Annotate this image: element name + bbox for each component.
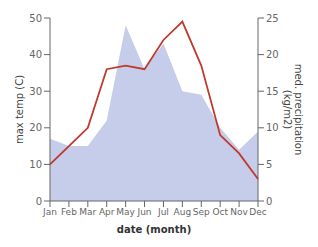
svg-text:0: 0 bbox=[266, 196, 272, 207]
svg-text:15: 15 bbox=[266, 86, 279, 97]
svg-text:May: May bbox=[116, 207, 135, 217]
svg-text:0: 0 bbox=[36, 196, 42, 207]
svg-text:Nov: Nov bbox=[230, 207, 248, 217]
svg-text:10: 10 bbox=[266, 122, 279, 133]
svg-text:max temp (C): max temp (C) bbox=[14, 75, 25, 144]
svg-text:40: 40 bbox=[29, 49, 42, 60]
svg-text:Jul: Jul bbox=[157, 207, 169, 217]
svg-text:Dec: Dec bbox=[249, 207, 266, 217]
svg-text:Oct: Oct bbox=[212, 207, 228, 217]
svg-text:10: 10 bbox=[29, 159, 42, 170]
svg-text:25: 25 bbox=[266, 13, 279, 24]
svg-text:20: 20 bbox=[266, 49, 279, 60]
svg-text:30: 30 bbox=[29, 86, 42, 97]
svg-text:Sep: Sep bbox=[193, 207, 210, 217]
svg-text:5: 5 bbox=[266, 159, 272, 170]
svg-text:Mar: Mar bbox=[79, 207, 96, 217]
svg-text:Feb: Feb bbox=[61, 207, 77, 217]
svg-text:50: 50 bbox=[29, 13, 42, 24]
svg-text:20: 20 bbox=[29, 122, 42, 133]
svg-text:Aug: Aug bbox=[174, 207, 192, 217]
svg-text:Apr: Apr bbox=[99, 207, 115, 217]
svg-text:date (month): date (month) bbox=[117, 224, 191, 235]
svg-text:Jan: Jan bbox=[42, 207, 57, 217]
svg-text:med. precipitation(kg/m2): med. precipitation(kg/m2) bbox=[283, 64, 305, 156]
svg-text:Jun: Jun bbox=[137, 207, 152, 217]
